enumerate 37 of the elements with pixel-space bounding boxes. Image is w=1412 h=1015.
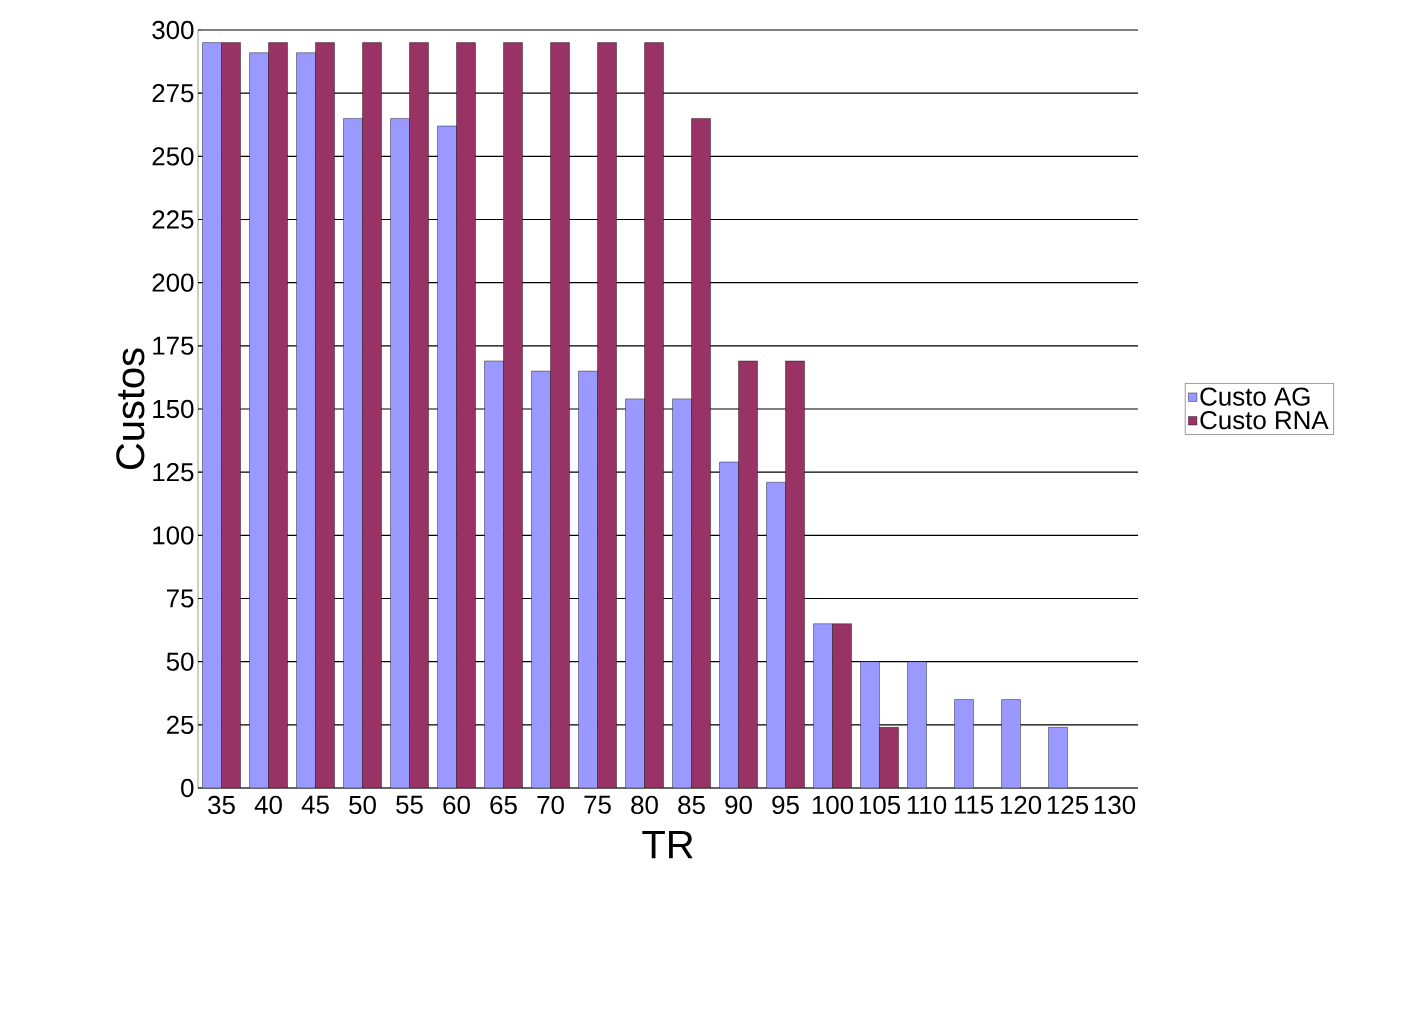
y-tick-label: 25: [166, 715, 194, 734]
y-tick-label: 50: [166, 652, 194, 671]
x-tick-label: 65: [490, 795, 517, 815]
x-tick-label: 75: [584, 795, 611, 814]
y-tick-label: 100: [153, 526, 194, 545]
x-tick-label: 100: [812, 795, 854, 815]
x-tick-label: 105: [859, 795, 901, 815]
y-tick-label: 0: [181, 778, 194, 798]
x-tick-label: 50: [349, 795, 376, 815]
x-tick-label: 90: [725, 795, 752, 815]
y-tick-label: 275: [152, 83, 194, 103]
x-tick-label: 40: [254, 795, 282, 815]
legend-label: Custo AG: [1200, 387, 1310, 406]
x-tick-label: 130: [1094, 795, 1136, 815]
y-tick-label: 250: [152, 147, 194, 166]
x-tick-label: 80: [631, 795, 658, 815]
x-tick-label: 70: [537, 795, 564, 815]
legend-label: Custo RNA: [1200, 410, 1329, 430]
y-tick-label: 150: [153, 399, 194, 419]
y-tick-label: 300: [152, 20, 194, 40]
x-tick-label: 110: [907, 795, 947, 815]
y-tick-label: 175: [153, 336, 194, 355]
y-axis-title: Custos: [116, 348, 145, 469]
x-tick-label: 115: [954, 795, 994, 814]
y-tick-label: 200: [152, 273, 194, 292]
x-tick-label: 95: [772, 795, 799, 815]
y-tick-label: 125: [153, 462, 194, 482]
x-tick-label: 125: [1047, 795, 1089, 815]
x-tick-label: 35: [208, 795, 235, 815]
x-tick-label: 120: [1000, 795, 1042, 815]
x-tick-label: 85: [678, 795, 705, 815]
y-tick-label: 75: [167, 589, 194, 608]
x-axis-title: TR: [642, 830, 693, 859]
x-tick-label: 55: [396, 795, 423, 814]
x-tick-label: 60: [443, 795, 470, 815]
y-tick-label: 225: [152, 210, 194, 229]
x-tick-label: 45: [301, 795, 329, 814]
